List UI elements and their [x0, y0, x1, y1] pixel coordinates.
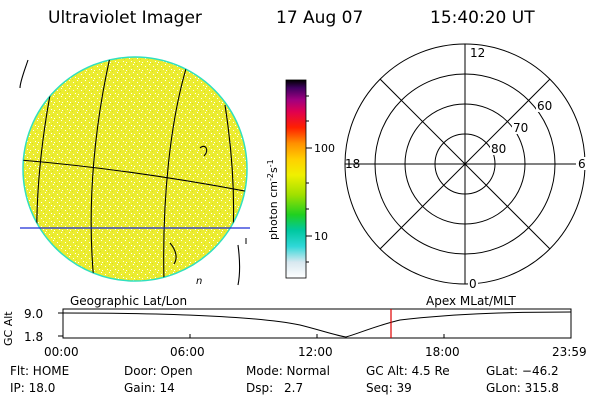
dsp-label: Dsp: — [246, 381, 274, 395]
image-date: 17 Aug 07 — [276, 8, 364, 28]
lat-label-80: 80 — [491, 142, 506, 156]
colorbar-tick-10: 10 — [314, 230, 328, 243]
x-tick-1800: 18:00 — [425, 345, 460, 359]
ip-status: IP: 18.0 — [10, 381, 56, 395]
earth-disk — [22, 56, 248, 282]
colorbar-unit-label: photon cm-2s-1 — [266, 159, 280, 240]
lat-label-70: 70 — [513, 121, 528, 135]
gc-alt-axis-label: GC Alt — [2, 311, 15, 346]
x-tick-0600: 06:00 — [170, 345, 205, 359]
globe-mark: n — [196, 276, 202, 287]
x-tick-0000: 00:00 — [44, 345, 79, 359]
image-time: 15:40:20 UT — [430, 8, 535, 28]
mlt-label-18: 18 — [345, 157, 360, 171]
dsp-value: 2.7 — [284, 381, 304, 395]
door-status: Door: Open — [124, 364, 193, 378]
mlt-label-12: 12 — [470, 46, 485, 60]
seq-status: Seq: 39 — [366, 381, 412, 395]
colorbar-tick-100: 100 — [314, 142, 335, 155]
filter-status: Flt: HOME — [10, 364, 70, 378]
x-tick-2359: 23:59 — [552, 345, 587, 359]
mlt-label-0: 0 — [469, 277, 477, 291]
mode-status: Mode: Normal — [246, 364, 330, 378]
glon-status: GLon: 315.8 — [486, 381, 559, 395]
y-tick-9: 9.0 — [24, 307, 43, 321]
mlt-label-6: 6 — [578, 157, 586, 171]
geographic-label: Geographic Lat/Lon — [70, 294, 188, 308]
lat-label-60: 60 — [537, 99, 552, 113]
gc-alt-status: GC Alt: 4.5 Re — [366, 364, 450, 378]
gain-status: Gain: 14 — [124, 381, 175, 395]
y-tick-1-8: 1.8 — [24, 330, 43, 344]
apex-label: Apex MLat/MLT — [426, 294, 516, 308]
x-tick-1200: 12:00 — [298, 345, 333, 359]
glat-status: GLat: −46.2 — [486, 364, 559, 378]
instrument-title: Ultraviolet Imager — [48, 8, 202, 28]
